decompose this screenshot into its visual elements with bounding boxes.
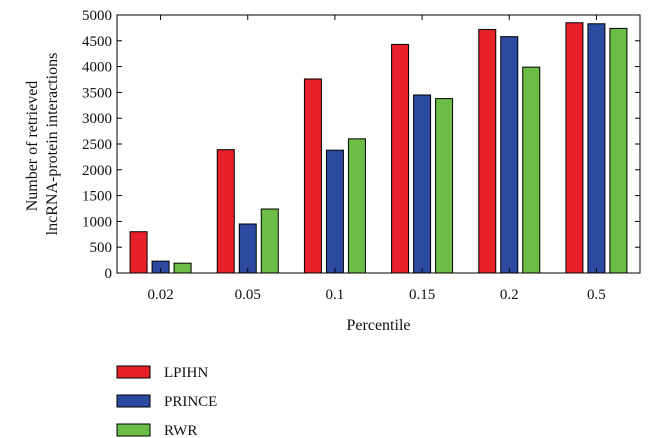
legend-swatch-rwr [116,423,151,437]
x-tick-label: 0.05 [235,287,261,303]
bar-rwr-0.1 [347,138,366,274]
legend-label-prince: PRINCE [164,394,217,410]
x-tick-label: 0.2 [500,287,519,303]
y-tick-label: 4500 [82,34,112,50]
y-tick-label: 5000 [82,8,112,24]
bar-prince-0.05 [238,223,257,274]
legend-swatch-lpihn [116,365,151,379]
y-tick-label: 0 [105,266,113,282]
y-tick-label: 2000 [82,163,112,179]
x-tick-label: 0.5 [587,287,606,303]
y-tick-label: 3500 [82,85,112,101]
legend-label-rwr: RWR [164,423,197,438]
bar-rwr-0.05 [260,208,279,274]
x-axis: 0.02 0.05 0.1 0.15 0.2 0.5 [147,15,606,303]
y-axis-label-line-2: lncRNA-protein interactions [44,53,61,236]
y-tick-label: 1000 [82,214,112,230]
bar-lpihn-0.1 [303,78,322,274]
bars-layer [129,22,628,274]
y-tick-label: 500 [90,240,113,256]
bar-prince-0.1 [325,149,344,274]
bar-lpihn-0.5 [565,22,584,274]
y-tick-label: 1500 [82,189,112,205]
bar-lpihn-0.15 [391,43,410,274]
y-tick-label: 2500 [82,137,112,153]
bar-lpihn-0.2 [478,28,497,274]
x-tick-label: 0.15 [409,287,435,303]
bar-prince-0.2 [500,36,519,274]
x-tick-label: 0.1 [326,287,345,303]
x-tick-label: 0.02 [147,287,173,303]
legend: LPIHN PRINCE RWR [116,365,217,438]
bar-lpihn-0.05 [216,149,235,274]
y-axis-label: Number of retrieved lncRNA-protein inter… [24,53,61,236]
plot-frame [116,14,641,274]
bar-rwr-0.2 [522,66,541,274]
bar-rwr-0.02 [173,262,192,274]
x-axis-label: Percentile [347,317,411,334]
bar-prince-0.15 [413,94,432,274]
y-axis: 0 500 1000 1500 2000 2500 3000 3500 4000 4500 5000 [82,8,640,282]
bar-lpihn-0.02 [129,231,148,274]
bar-rwr-0.15 [435,98,454,274]
y-tick-label: 4000 [82,60,112,76]
legend-swatch-prince [116,394,151,408]
bar-rwr-0.5 [609,27,628,274]
y-axis-label-line-1: Number of retrieved [24,81,41,212]
y-tick-label: 3000 [82,111,112,127]
legend-label-lpihn: LPIHN [164,365,208,381]
bar-prince-0.5 [587,23,606,274]
